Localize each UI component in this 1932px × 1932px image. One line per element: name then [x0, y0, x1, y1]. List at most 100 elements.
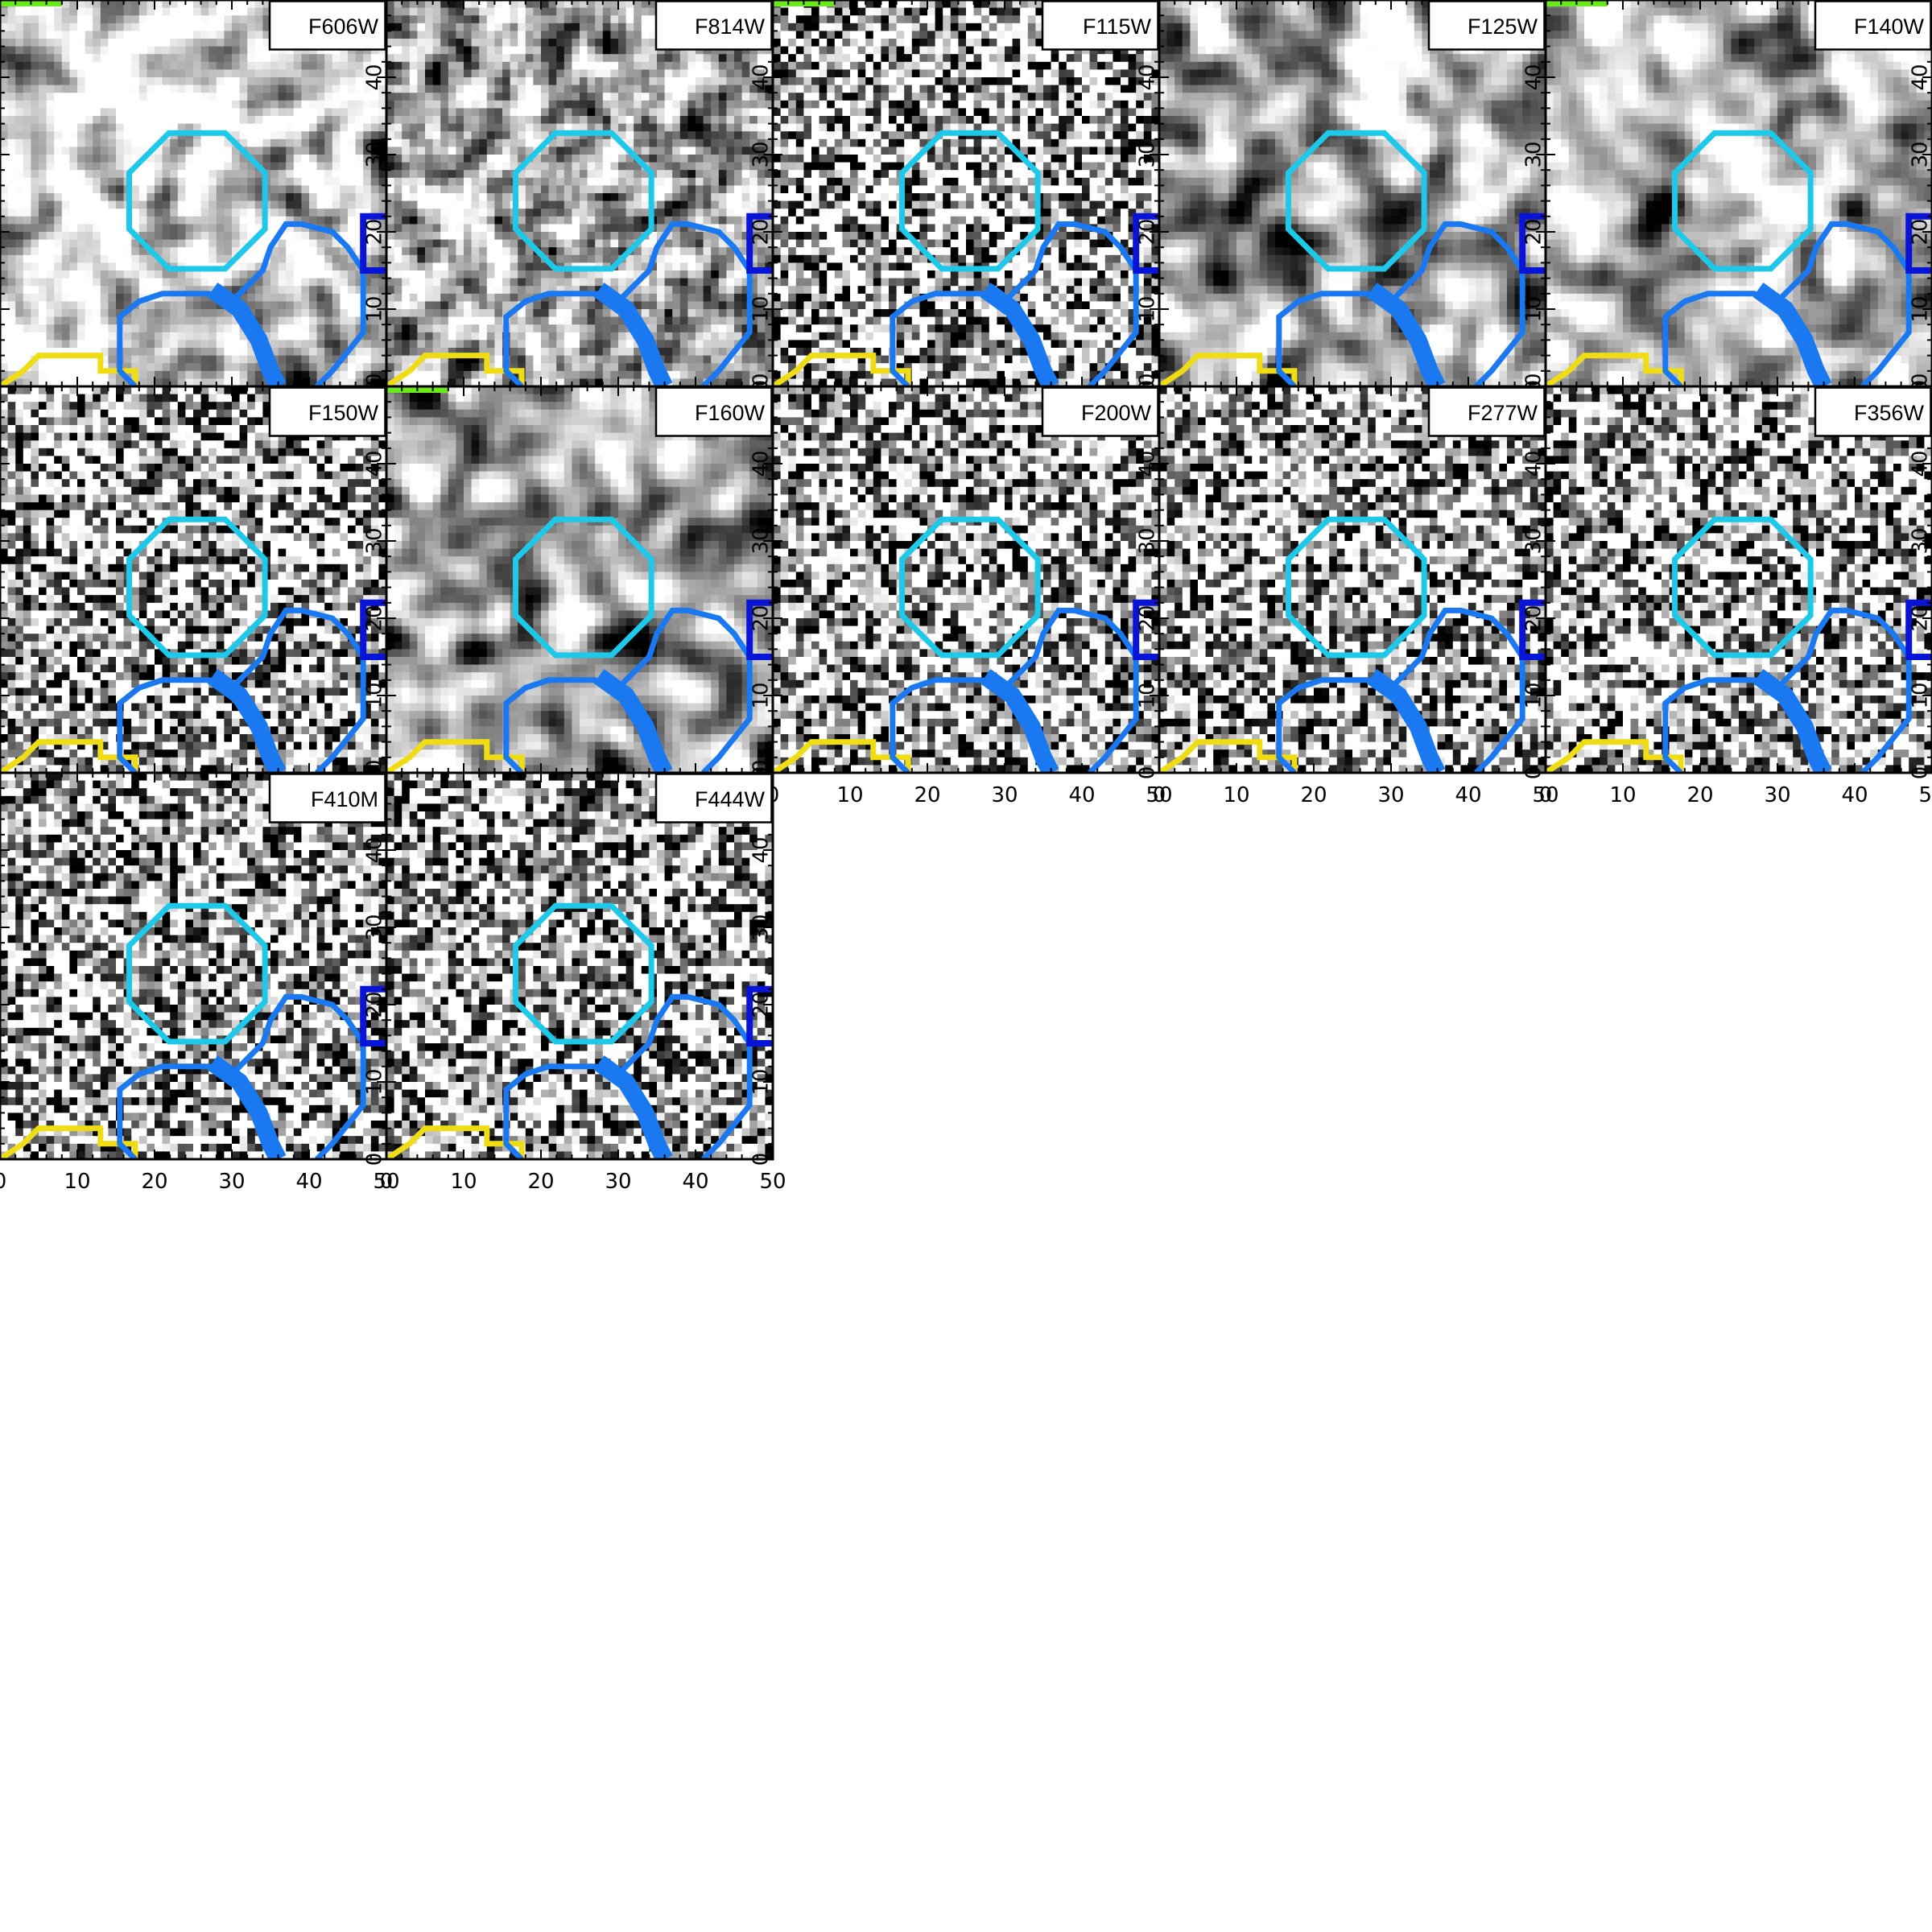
band-label: F410M: [311, 787, 378, 811]
y-tick-label: 40: [1522, 64, 1546, 90]
neighbor-bridge: [1752, 283, 1832, 386]
neighbor-bridge: [207, 1055, 287, 1159]
y-tick-label: 0: [749, 1153, 774, 1166]
segmentation-regions: [1159, 516, 1546, 773]
edge-region-contour: [360, 985, 386, 1046]
y-tick-label: 30: [749, 527, 774, 554]
band-label: F200W: [1081, 401, 1152, 425]
y-tick-label: 20: [1522, 218, 1546, 245]
cutout-panel-f814w: 01020304050F814W: [385, 0, 774, 393]
neighbor-region-contour: [503, 221, 753, 386]
y-tick-label: 10: [1136, 682, 1160, 708]
cutout-panel-f200w: 0102030405001020304050F200W: [766, 373, 1173, 807]
band-label: F444W: [695, 787, 766, 811]
band-label: F606W: [308, 14, 379, 39]
band-label-box: [654, 0, 773, 51]
y-tick-label: 40: [363, 450, 387, 477]
low-region-contour: [0, 353, 138, 386]
band-label: F160W: [695, 401, 766, 425]
y-tick-label: 40: [1909, 450, 1932, 477]
neighbor-region-contour: [1276, 607, 1525, 773]
segmentation-regions: [773, 516, 1159, 773]
neighbor-bridge: [593, 669, 673, 773]
y-tick-label: 40: [749, 450, 774, 477]
band-label-box: [268, 773, 386, 824]
edge-region-contour: [746, 985, 773, 1046]
edge-region-contour: [1905, 213, 1932, 274]
y-tick-label: 40: [1136, 64, 1160, 90]
x-tick-label: 20: [914, 783, 940, 807]
band-label: F115W: [1083, 14, 1152, 39]
segmentation-regions: [386, 902, 773, 1159]
band-label: F125W: [1468, 14, 1538, 39]
neighbor-region-contour: [890, 607, 1139, 773]
y-tick-label: 10: [1909, 295, 1932, 322]
segmentation-regions: [0, 516, 386, 773]
target-aperture: [1286, 516, 1427, 658]
y-tick-label: 0: [1909, 766, 1932, 780]
y-tick-label: 30: [1522, 527, 1546, 554]
target-aperture: [126, 516, 268, 658]
segmentation-regions: [773, 130, 1159, 386]
cutout-panel-f410m: 0102030405001020304050F410M: [0, 759, 400, 1194]
y-tick-label: 10: [1909, 682, 1932, 708]
y-tick-label: 10: [363, 1068, 387, 1095]
low-region-contour: [386, 739, 525, 773]
band-label-box: [1814, 0, 1932, 51]
x-tick-label: 20: [141, 1170, 167, 1194]
neighbor-bridge: [980, 669, 1059, 773]
cutout-panel-f606w: 01020304050F606W: [0, 0, 388, 393]
band-label: F814W: [695, 14, 766, 39]
y-tick-label: 20: [749, 218, 774, 245]
band-label-box: [1814, 386, 1932, 437]
neighbor-region-contour: [1662, 607, 1912, 773]
y-tick-label: 20: [363, 605, 387, 631]
band-label-box: [268, 386, 386, 437]
y-tick-label: 30: [749, 141, 774, 167]
edge-region-contour: [1519, 213, 1546, 274]
x-tick-label: 0: [1153, 783, 1166, 807]
neighbor-bridge: [1366, 283, 1446, 386]
y-tick-label: 30: [1909, 141, 1932, 167]
x-tick-label: 40: [1068, 783, 1095, 807]
x-tick-label: 0: [380, 1170, 394, 1194]
y-tick-label: 30: [1136, 527, 1160, 554]
y-tick-label: 30: [363, 914, 387, 940]
y-tick-label: 10: [1522, 682, 1546, 708]
low-region-contour: [1546, 353, 1684, 386]
y-tick-label: 20: [363, 218, 387, 245]
x-tick-label: 30: [1377, 783, 1404, 807]
x-tick-label: 20: [527, 1170, 554, 1194]
x-tick-label: 40: [1841, 783, 1868, 807]
band-label: F356W: [1854, 401, 1925, 425]
target-aperture: [1286, 130, 1427, 272]
neighbor-region-contour: [1662, 221, 1912, 386]
x-tick-label: 0: [0, 1170, 6, 1194]
low-region-contour: [0, 1125, 138, 1159]
cutout-image: [1546, 0, 1932, 386]
neighbor-region-contour: [117, 993, 366, 1159]
x-tick-label: 20: [1300, 783, 1327, 807]
y-tick-label: 30: [1522, 141, 1546, 167]
target-aperture: [899, 130, 1041, 272]
neighbor-bridge: [593, 283, 673, 386]
x-tick-label: 50: [1532, 783, 1558, 807]
low-region-contour: [773, 739, 911, 773]
y-tick-label: 10: [363, 295, 387, 322]
y-tick-label: 30: [363, 141, 387, 167]
edge-region-contour: [360, 213, 386, 274]
y-tick-label: 10: [1522, 295, 1546, 322]
y-tick-label: 20: [1136, 218, 1160, 245]
edge-region-contour: [1905, 599, 1932, 660]
low-region-contour: [1159, 739, 1298, 773]
cutout-image: [0, 773, 386, 1159]
x-tick-label: 0: [1539, 783, 1553, 807]
x-tick-label: 20: [1686, 783, 1713, 807]
neighbor-region-contour: [117, 221, 366, 386]
neighbor-region-contour: [503, 607, 753, 773]
x-tick-label: 40: [295, 1170, 322, 1194]
x-tick-label: 30: [218, 1170, 245, 1194]
cutout-image: [1159, 386, 1546, 773]
neighbor-region-contour: [890, 221, 1139, 386]
edge-region-contour: [746, 213, 773, 274]
